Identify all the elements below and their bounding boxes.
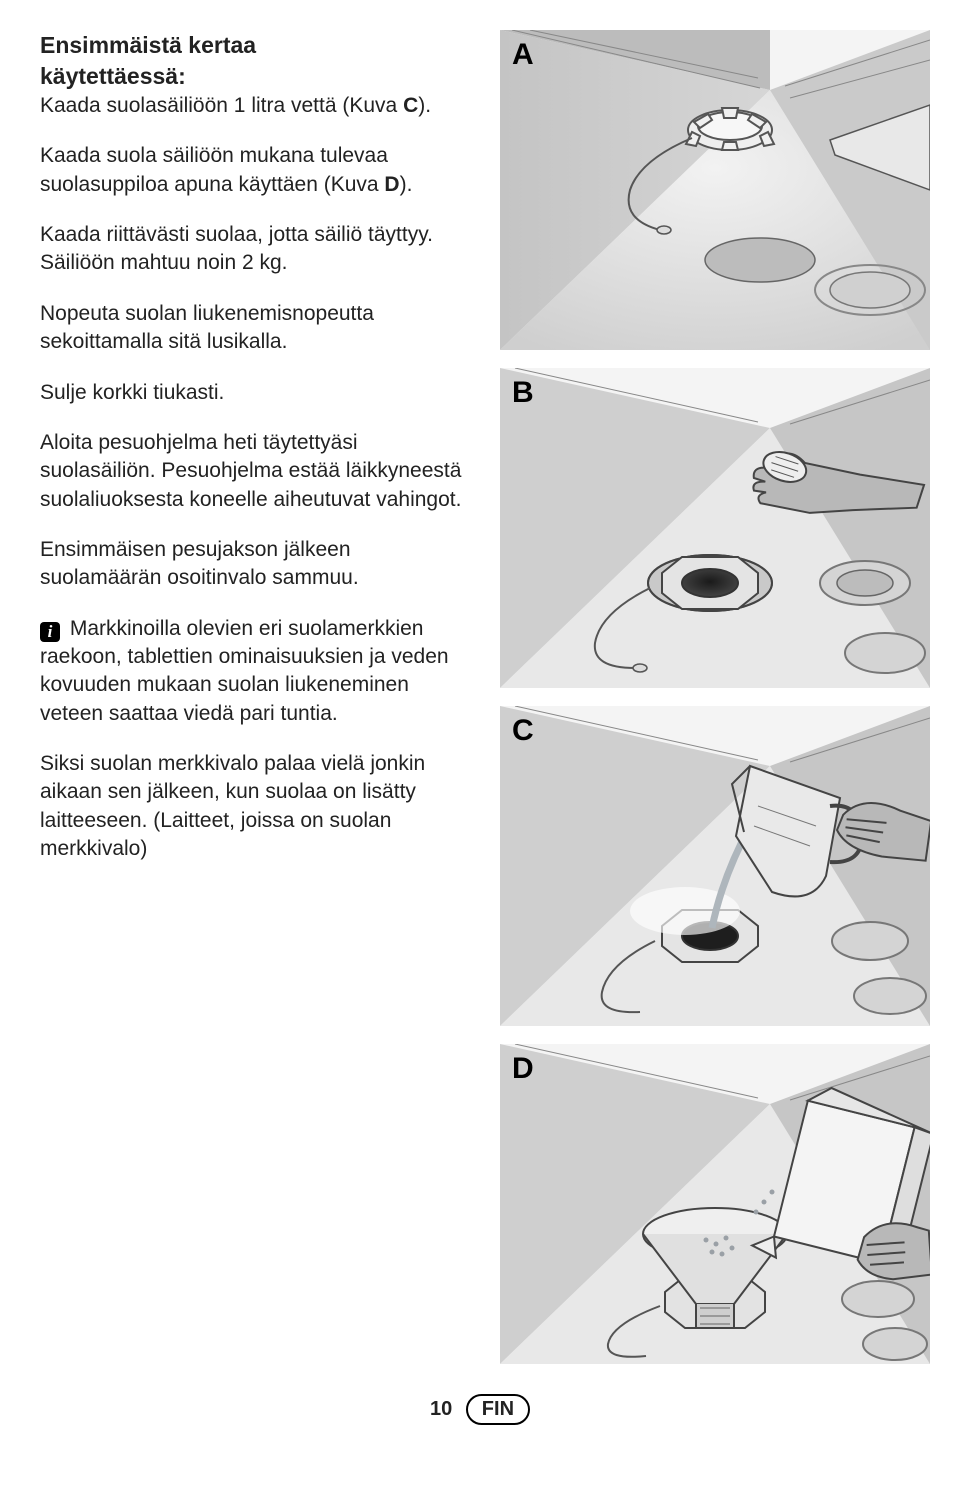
page-footer: 10 FIN: [0, 1384, 960, 1445]
figure-d-label: D: [512, 1052, 534, 1086]
left-column: Ensimmäistä kertaa käytettäessä: Kaada s…: [40, 30, 470, 1364]
p1-text-c: ).: [418, 94, 431, 117]
p1-text-a: Kaada suolasäiliöön 1 litra vettä (Kuva: [40, 94, 403, 117]
right-column: A: [500, 30, 930, 1364]
heading-block: Ensimmäistä kertaa käytettäessä: Kaada s…: [40, 30, 470, 120]
heading-line-1: Ensimmäistä kertaa: [40, 30, 470, 61]
figure-b: B: [500, 368, 930, 688]
figure-b-illustration: [500, 368, 930, 688]
figure-c-illustration: [500, 706, 930, 1026]
figure-c-label: C: [512, 714, 534, 748]
figure-a: A: [500, 30, 930, 350]
figure-b-label: B: [512, 376, 534, 410]
figure-a-label: A: [512, 38, 534, 72]
figure-d-illustration: [500, 1044, 930, 1364]
paragraph-5: Sulje korkki tiukasti.: [40, 379, 470, 407]
figure-c: C: [500, 706, 930, 1026]
paragraph-9: Siksi suolan merkkivalo palaa vielä jonk…: [40, 750, 470, 863]
p2-bold: D: [384, 173, 399, 196]
paragraph-4: Nopeuta suolan liukenemisnopeutta sekoit…: [40, 300, 470, 357]
paragraph-3: Kaada riittävästi suolaa, jotta säiliö t…: [40, 221, 470, 278]
p1-bold: C: [403, 94, 418, 117]
paragraph-8: i Markkinoilla olevien eri suolamerkkien…: [40, 615, 470, 728]
p2-text-c: ).: [400, 173, 413, 196]
page-content: Ensimmäistä kertaa käytettäessä: Kaada s…: [0, 0, 960, 1384]
figure-a-illustration: [500, 30, 930, 350]
info-icon: i: [40, 622, 60, 642]
paragraph-2: Kaada suola säiliöön mukana tulevaa suol…: [40, 142, 470, 199]
figure-d: D: [500, 1044, 930, 1364]
paragraph-7: Ensimmäisen pesujakson jälkeen suolamäär…: [40, 536, 470, 593]
paragraph-6: Aloita pesuohjelma heti täytettyäsi suol…: [40, 429, 470, 514]
p8-text: Markkinoilla olevien eri suolamerkkien r…: [40, 617, 449, 725]
language-badge: FIN: [466, 1394, 530, 1425]
p2-text-a: Kaada suola säiliöön mukana tulevaa suol…: [40, 144, 388, 195]
page-number: 10: [430, 1398, 452, 1420]
heading-line-2: käytettäessä:: [40, 61, 470, 92]
